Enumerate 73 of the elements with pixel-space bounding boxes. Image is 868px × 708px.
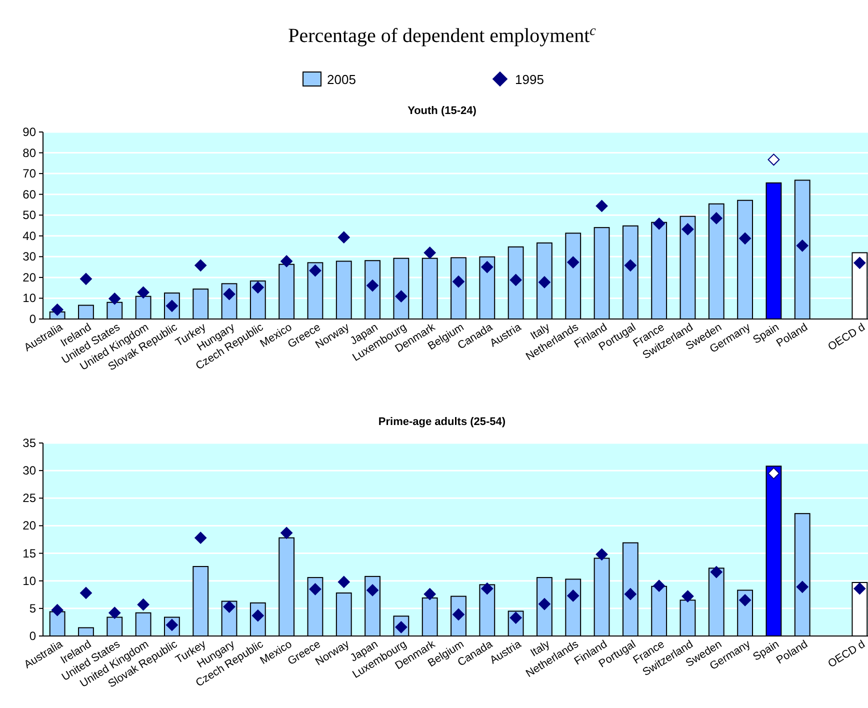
point <box>653 580 666 592</box>
y-tick-label: 90 <box>22 125 36 139</box>
point <box>710 212 722 224</box>
point <box>739 232 752 244</box>
y-tick-label: 50 <box>22 208 36 222</box>
point <box>80 587 92 599</box>
point <box>567 590 580 602</box>
point <box>51 604 64 616</box>
y-tick-label: 30 <box>22 464 36 478</box>
point <box>854 582 866 595</box>
point <box>653 218 666 230</box>
y-tick-label: 20 <box>22 518 36 533</box>
point <box>137 286 150 298</box>
y-tick-label: 80 <box>22 146 36 160</box>
y-tick-label: 0 <box>29 629 36 643</box>
point <box>682 223 694 236</box>
point <box>309 583 322 596</box>
point <box>280 526 293 539</box>
point <box>51 304 64 316</box>
y-tick-label: 30 <box>22 250 36 264</box>
y-tick-label: 15 <box>22 546 36 560</box>
point <box>366 584 379 596</box>
point <box>854 256 866 269</box>
point <box>481 261 494 274</box>
point <box>223 288 236 300</box>
point <box>768 154 780 166</box>
y-tick-label: 10 <box>22 574 36 588</box>
point <box>280 255 293 268</box>
point <box>108 292 121 305</box>
y-tick-label: 0 <box>29 312 36 326</box>
point <box>624 259 636 272</box>
point <box>395 290 408 302</box>
point <box>137 598 150 611</box>
point <box>424 588 436 600</box>
point <box>338 231 350 244</box>
point <box>538 598 550 610</box>
point <box>796 240 808 252</box>
point <box>424 246 436 259</box>
y-tick-label: 35 <box>22 436 36 450</box>
point <box>682 590 694 602</box>
point <box>309 264 322 277</box>
y-tick-label: 10 <box>22 291 36 306</box>
y-tick-label: 5 <box>29 601 36 616</box>
point <box>481 582 494 595</box>
y-tick-label: 70 <box>22 166 36 181</box>
chart-title: Percentage of dependent employment$^{c}$ <box>288 24 597 47</box>
point <box>452 276 464 288</box>
point <box>223 600 236 613</box>
point <box>796 580 808 593</box>
y-tick-label: 20 <box>22 270 36 284</box>
point <box>624 588 636 600</box>
point <box>338 576 350 588</box>
point <box>739 594 752 606</box>
y-tick-label: 60 <box>22 187 36 202</box>
legend-label: 1995 <box>515 72 544 87</box>
chart-title: Prime-age adults (25-54) <box>378 416 506 428</box>
y-tick-label: 25 <box>22 491 36 506</box>
legend-label: 2005 <box>327 72 356 87</box>
point <box>567 256 580 268</box>
point <box>538 276 550 288</box>
point <box>194 259 207 272</box>
chart-subtitle: Youth (15-24) <box>408 105 477 117</box>
point <box>596 548 608 560</box>
point <box>366 280 379 292</box>
point <box>252 281 264 294</box>
point <box>108 606 121 619</box>
point <box>80 272 92 285</box>
point <box>768 467 780 480</box>
y-tick-label: 40 <box>22 228 36 243</box>
point <box>596 200 608 212</box>
point <box>194 532 207 544</box>
point <box>710 566 722 578</box>
point <box>510 274 522 286</box>
